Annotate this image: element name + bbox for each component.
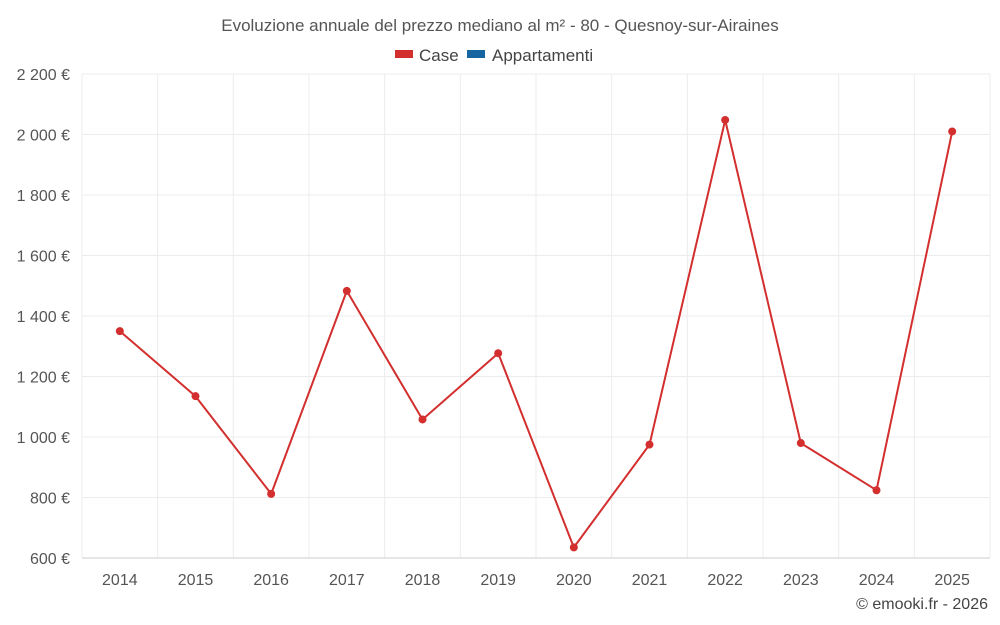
- x-tick-label: 2015: [178, 572, 214, 589]
- data-point-case[interactable]: [569, 543, 578, 552]
- y-tick-label: 600 €: [30, 551, 70, 568]
- series-line-case: [119, 119, 954, 549]
- series-case: [115, 115, 957, 552]
- data-point-case[interactable]: [796, 439, 805, 448]
- legend-label-appartamenti[interactable]: Appartamenti: [492, 46, 593, 65]
- data-point-case[interactable]: [645, 440, 654, 449]
- y-tick-label: 1 400 €: [17, 309, 70, 326]
- gridlines: [81, 73, 991, 559]
- y-tick-label: 1 000 €: [17, 430, 70, 447]
- x-tick-label: 2025: [934, 572, 970, 589]
- y-tick-label: 800 €: [30, 491, 70, 508]
- credit-text: © emooki.fr - 2026: [856, 596, 988, 613]
- x-tick-label: 2022: [707, 572, 743, 589]
- data-point-case[interactable]: [948, 127, 957, 136]
- data-point-case[interactable]: [342, 286, 351, 295]
- x-tick-label: 2016: [253, 572, 289, 589]
- x-tick-label: 2021: [632, 572, 668, 589]
- x-tick-label: 2020: [556, 572, 592, 589]
- x-tick-label: 2018: [405, 572, 441, 589]
- y-tick-label: 2 000 €: [17, 128, 70, 145]
- data-point-case[interactable]: [115, 327, 124, 336]
- data-point-case[interactable]: [418, 415, 427, 424]
- x-tick-label: 2019: [480, 572, 516, 589]
- data-point-case[interactable]: [267, 489, 276, 498]
- legend-swatch-case: [395, 50, 413, 58]
- data-point-case[interactable]: [191, 392, 200, 401]
- x-tick-label: 2014: [102, 572, 138, 589]
- x-tick-label: 2023: [783, 572, 819, 589]
- x-axis-ticks: 2014 2015 2016 2017 2018 2019 2020 2021 2022 2023…: [102, 572, 970, 589]
- chart-title: Evoluzione annuale del prezzo mediano al…: [221, 16, 779, 35]
- x-tick-label: 2017: [329, 572, 365, 589]
- data-point-case[interactable]: [494, 349, 503, 358]
- legend: Case Appartamenti: [395, 46, 593, 65]
- data-point-case[interactable]: [721, 115, 730, 124]
- y-tick-label: 2 200 €: [17, 67, 70, 84]
- legend-label-case[interactable]: Case: [419, 46, 459, 65]
- y-tick-label: 1 600 €: [17, 249, 70, 266]
- y-tick-label: 1 800 €: [17, 188, 70, 205]
- data-point-case[interactable]: [872, 486, 881, 495]
- x-tick-label: 2024: [859, 572, 895, 589]
- legend-swatch-appartamenti: [467, 50, 485, 58]
- y-axis-ticks: 600 € 800 € 1 000 € 1 200 € 1 400 € 1 600 € 1 …: [17, 67, 70, 568]
- y-tick-label: 1 200 €: [17, 370, 70, 387]
